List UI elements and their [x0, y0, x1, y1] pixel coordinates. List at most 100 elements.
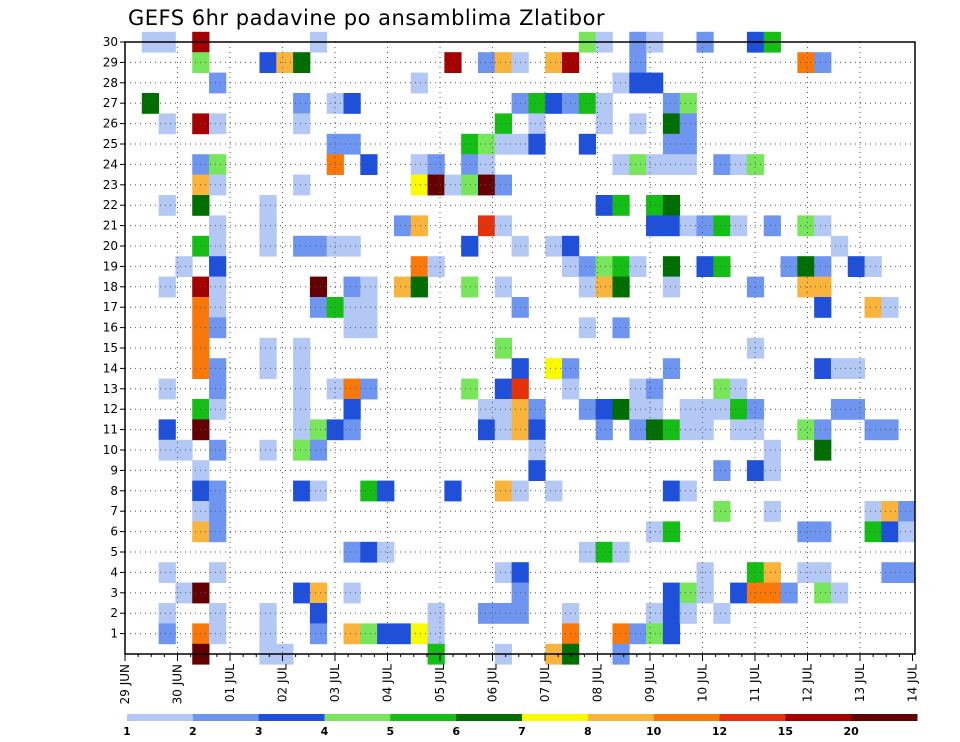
- heatmap-cell: [612, 399, 630, 420]
- heatmap-cell: [477, 174, 496, 196]
- y-tick-label: 18: [103, 280, 118, 294]
- heatmap-cell: [259, 215, 277, 237]
- y-tick-label: 27: [103, 96, 118, 110]
- heatmap-cell: [612, 276, 630, 298]
- heatmap-cell: [494, 174, 512, 196]
- colorbar-segment: [653, 714, 720, 721]
- heatmap-cell: [646, 419, 664, 441]
- heatmap-cell: [713, 603, 731, 624]
- heatmap-cell: [209, 603, 227, 624]
- heatmap-cell: [629, 154, 647, 175]
- heatmap-cell: [662, 623, 681, 645]
- heatmap-cell: [713, 154, 731, 175]
- heatmap-cell: [814, 439, 832, 461]
- x-tick-label: 05 JUL: [433, 664, 447, 702]
- heatmap-cell: [730, 154, 748, 175]
- heatmap-cell: [477, 215, 496, 237]
- heatmap-cell: [259, 235, 277, 257]
- heatmap-cell: [578, 399, 597, 420]
- heatmap-cell: [528, 133, 546, 155]
- heatmap-cell: [763, 501, 781, 522]
- heatmap-cell: [713, 256, 731, 277]
- heatmap-cell: [209, 154, 227, 175]
- heatmap-cell: [259, 358, 277, 379]
- heatmap-cell: [444, 480, 462, 502]
- colorbar-label: 15: [778, 725, 793, 738]
- y-tick-label: 10: [103, 443, 118, 457]
- heatmap-cell: [578, 133, 597, 155]
- heatmap-cell: [679, 480, 697, 502]
- heatmap-cell: [494, 215, 512, 237]
- heatmap-cell: [713, 460, 731, 481]
- heatmap-cell: [881, 562, 899, 583]
- heatmap-cell: [410, 174, 428, 196]
- heatmap-cell: [612, 256, 630, 277]
- heatmap-cell: [679, 603, 697, 624]
- heatmap-cell: [629, 623, 647, 645]
- heatmap-cell: [360, 541, 378, 563]
- heatmap-cell: [629, 256, 647, 277]
- heatmap-cell: [494, 337, 512, 359]
- heatmap-cell: [528, 93, 546, 114]
- heatmap-cell: [847, 256, 865, 277]
- colorbar-label: 3: [255, 725, 263, 738]
- heatmap-cell: [662, 215, 681, 237]
- heatmap-cell: [410, 276, 428, 298]
- heatmap-cell: [662, 133, 681, 155]
- x-tick-label: 10 JUL: [696, 664, 710, 702]
- x-tick-label: 09 JUL: [643, 664, 657, 702]
- heatmap-cell: [158, 623, 176, 645]
- heatmap-cell: [679, 133, 697, 155]
- x-tick-label: 08 JUL: [591, 664, 605, 702]
- colorbar-segment: [851, 714, 918, 721]
- heatmap-cell: [545, 52, 563, 73]
- heatmap-cell: [578, 256, 597, 277]
- heatmap-cell: [209, 358, 227, 379]
- y-tick-label: 9: [110, 463, 118, 477]
- y-tick-label: 12: [103, 402, 118, 416]
- heatmap-cell: [814, 358, 832, 379]
- heatmap-cell: [730, 419, 748, 441]
- heatmap-cell: [629, 399, 647, 420]
- heatmap-cell: [158, 419, 176, 441]
- x-tick-label: 03 JUL: [328, 664, 342, 702]
- heatmap-cell: [477, 133, 496, 155]
- colorbar: 1 2 3 4 5 6 7 8 10 12 15 20: [123, 714, 918, 738]
- colorbar-segment: [785, 714, 852, 721]
- heatmap-cell: [713, 399, 731, 420]
- heatmap-cell: [881, 297, 899, 318]
- heatmap-cell: [898, 521, 916, 543]
- heatmap-cell: [528, 439, 546, 461]
- heatmap-cell: [662, 521, 681, 543]
- heatmap-cell: [864, 256, 882, 277]
- heatmap-cell: [629, 113, 647, 135]
- heatmap-cell: [309, 297, 328, 318]
- heatmap-cell: [494, 52, 512, 73]
- x-tick-label: 29 JUN: [118, 664, 132, 704]
- heatmap-cell: [595, 419, 613, 441]
- heatmap-cell: [477, 154, 496, 175]
- heatmap-cell: [309, 439, 328, 461]
- heatmap-cell: [427, 623, 445, 645]
- heatmap-cell: [763, 582, 781, 604]
- y-tick-label: 19: [103, 259, 118, 273]
- heatmap-cell: [393, 276, 412, 298]
- y-tick-label: 17: [103, 300, 118, 314]
- heatmap-cell: [679, 215, 697, 237]
- heatmap-cell: [763, 439, 781, 461]
- heatmap-cell: [494, 399, 512, 420]
- heatmap-cell: [209, 113, 227, 135]
- heatmap-cell: [578, 276, 597, 298]
- heatmap-cell: [646, 378, 664, 400]
- heatmap-cell: [830, 235, 849, 257]
- heatmap-cell: [360, 317, 378, 339]
- heatmap-cell: [864, 501, 882, 522]
- heatmap-cell: [780, 582, 798, 604]
- x-tick-label: 04 JUL: [381, 664, 395, 702]
- colorbar-label: 1: [123, 725, 131, 738]
- colorbar-segment: [192, 714, 260, 721]
- heatmap-cell: [629, 52, 647, 73]
- heatmap-cell: [662, 154, 681, 175]
- x-tick-label: 07 JUL: [538, 664, 552, 702]
- heatmap-cell: [646, 215, 664, 237]
